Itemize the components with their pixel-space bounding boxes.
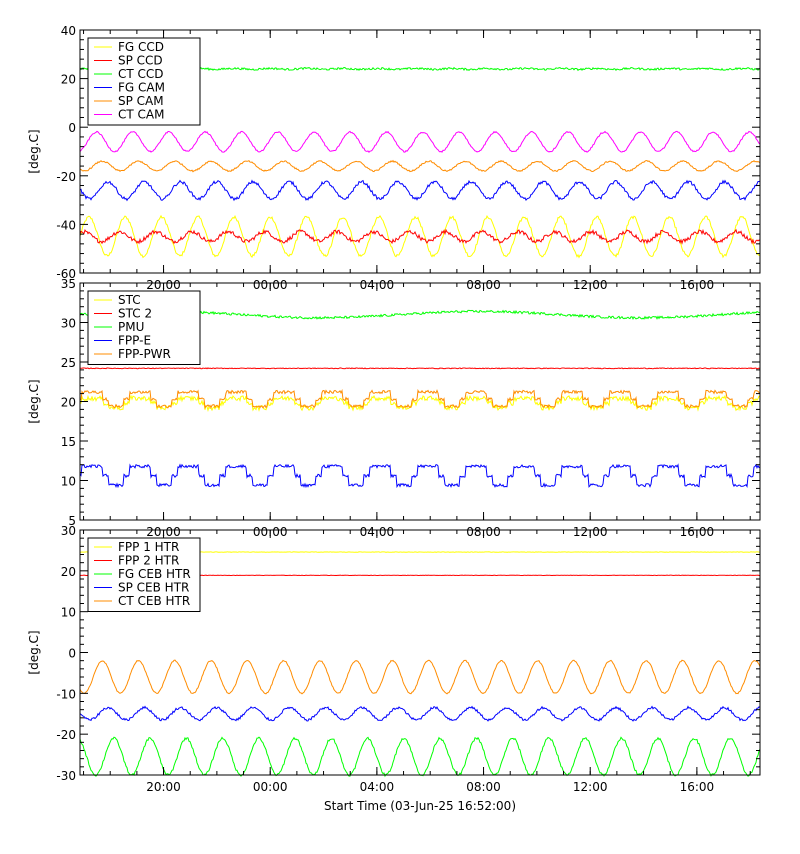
series-line-ct-ceb-htr	[80, 660, 760, 694]
legend-entry: PMU	[118, 320, 144, 334]
legend-entry: FPP 2 HTR	[118, 554, 179, 568]
legend-entry: CT CCD	[118, 67, 164, 81]
legend-entry: FPP-E	[118, 334, 151, 348]
legend-entry: STC 2	[118, 307, 152, 321]
y-tick-label: -20	[56, 170, 76, 184]
legend-entry: FG CCD	[118, 40, 164, 54]
chart-panel-3: -30 -20 -10 0 10 20 30 20:00 00:00 04:00 08:00 12:0…	[27, 524, 760, 794]
y-tick-label: 0	[68, 121, 76, 135]
series-line-stc	[80, 396, 760, 410]
y-tick-label: 20	[61, 396, 76, 410]
legend-entry: STC	[118, 293, 141, 307]
series-line-ct-cam	[80, 131, 760, 152]
y-tick-label: 10	[61, 606, 76, 620]
legend-entry: FG CAM	[118, 81, 165, 95]
y-tick-label: -20	[56, 728, 76, 742]
y-tick-label: 35	[61, 277, 76, 291]
series-line-sp-ccd	[80, 230, 760, 243]
x-tick-label: 04:00	[360, 780, 395, 794]
x-tick-label: 20:00	[146, 780, 181, 794]
y-tick-label: -40	[56, 218, 76, 232]
series-line-fg-ceb-htr	[80, 737, 760, 776]
legend-entry: SP CAM	[118, 94, 164, 108]
y-tick-label: 0	[68, 647, 76, 661]
y-tick-label: 30	[61, 524, 76, 538]
legend-entry: SP CCD	[118, 54, 163, 68]
y-tick-label: 30	[61, 317, 76, 331]
legend-entry: FPP 1 HTR	[118, 540, 179, 554]
series-line-fpp-e	[80, 465, 760, 487]
y-tick-label: 25	[61, 356, 76, 370]
x-axis-title: Start Time (03-Jun-25 16:52:00)	[324, 799, 516, 813]
legend-entry: CT CAM	[118, 108, 164, 122]
series-line-stc-2	[80, 368, 760, 369]
y-axis-title: [deg.C]	[27, 630, 41, 674]
x-tick-label: 00:00	[253, 780, 288, 794]
y-axis-title: [deg.C]	[27, 379, 41, 423]
y-tick-label: 20	[61, 565, 76, 579]
y-tick-label: 15	[61, 435, 76, 449]
x-tick-label: 12:00	[573, 780, 608, 794]
y-tick-label: -30	[56, 769, 76, 783]
y-tick-label: 40	[61, 24, 76, 38]
series-line-sp-cam	[80, 161, 760, 172]
series-line-sp-ceb-htr	[80, 707, 760, 722]
x-tick-label: 08:00	[466, 780, 501, 794]
y-axis-title: [deg.C]	[27, 129, 41, 173]
y-tick-label: -10	[56, 687, 76, 701]
legend-entry: SP CEB HTR	[118, 581, 189, 595]
legend-entry: FG CEB HTR	[118, 567, 191, 581]
y-tick-label: 10	[61, 475, 76, 489]
y-tick-label: 20	[61, 73, 76, 87]
legend-entry: CT CEB HTR	[118, 594, 190, 608]
series-line-fg-cam	[80, 181, 760, 201]
x-tick-label: 16:00	[680, 780, 715, 794]
legend-entry: FPP-PWR	[118, 347, 171, 361]
